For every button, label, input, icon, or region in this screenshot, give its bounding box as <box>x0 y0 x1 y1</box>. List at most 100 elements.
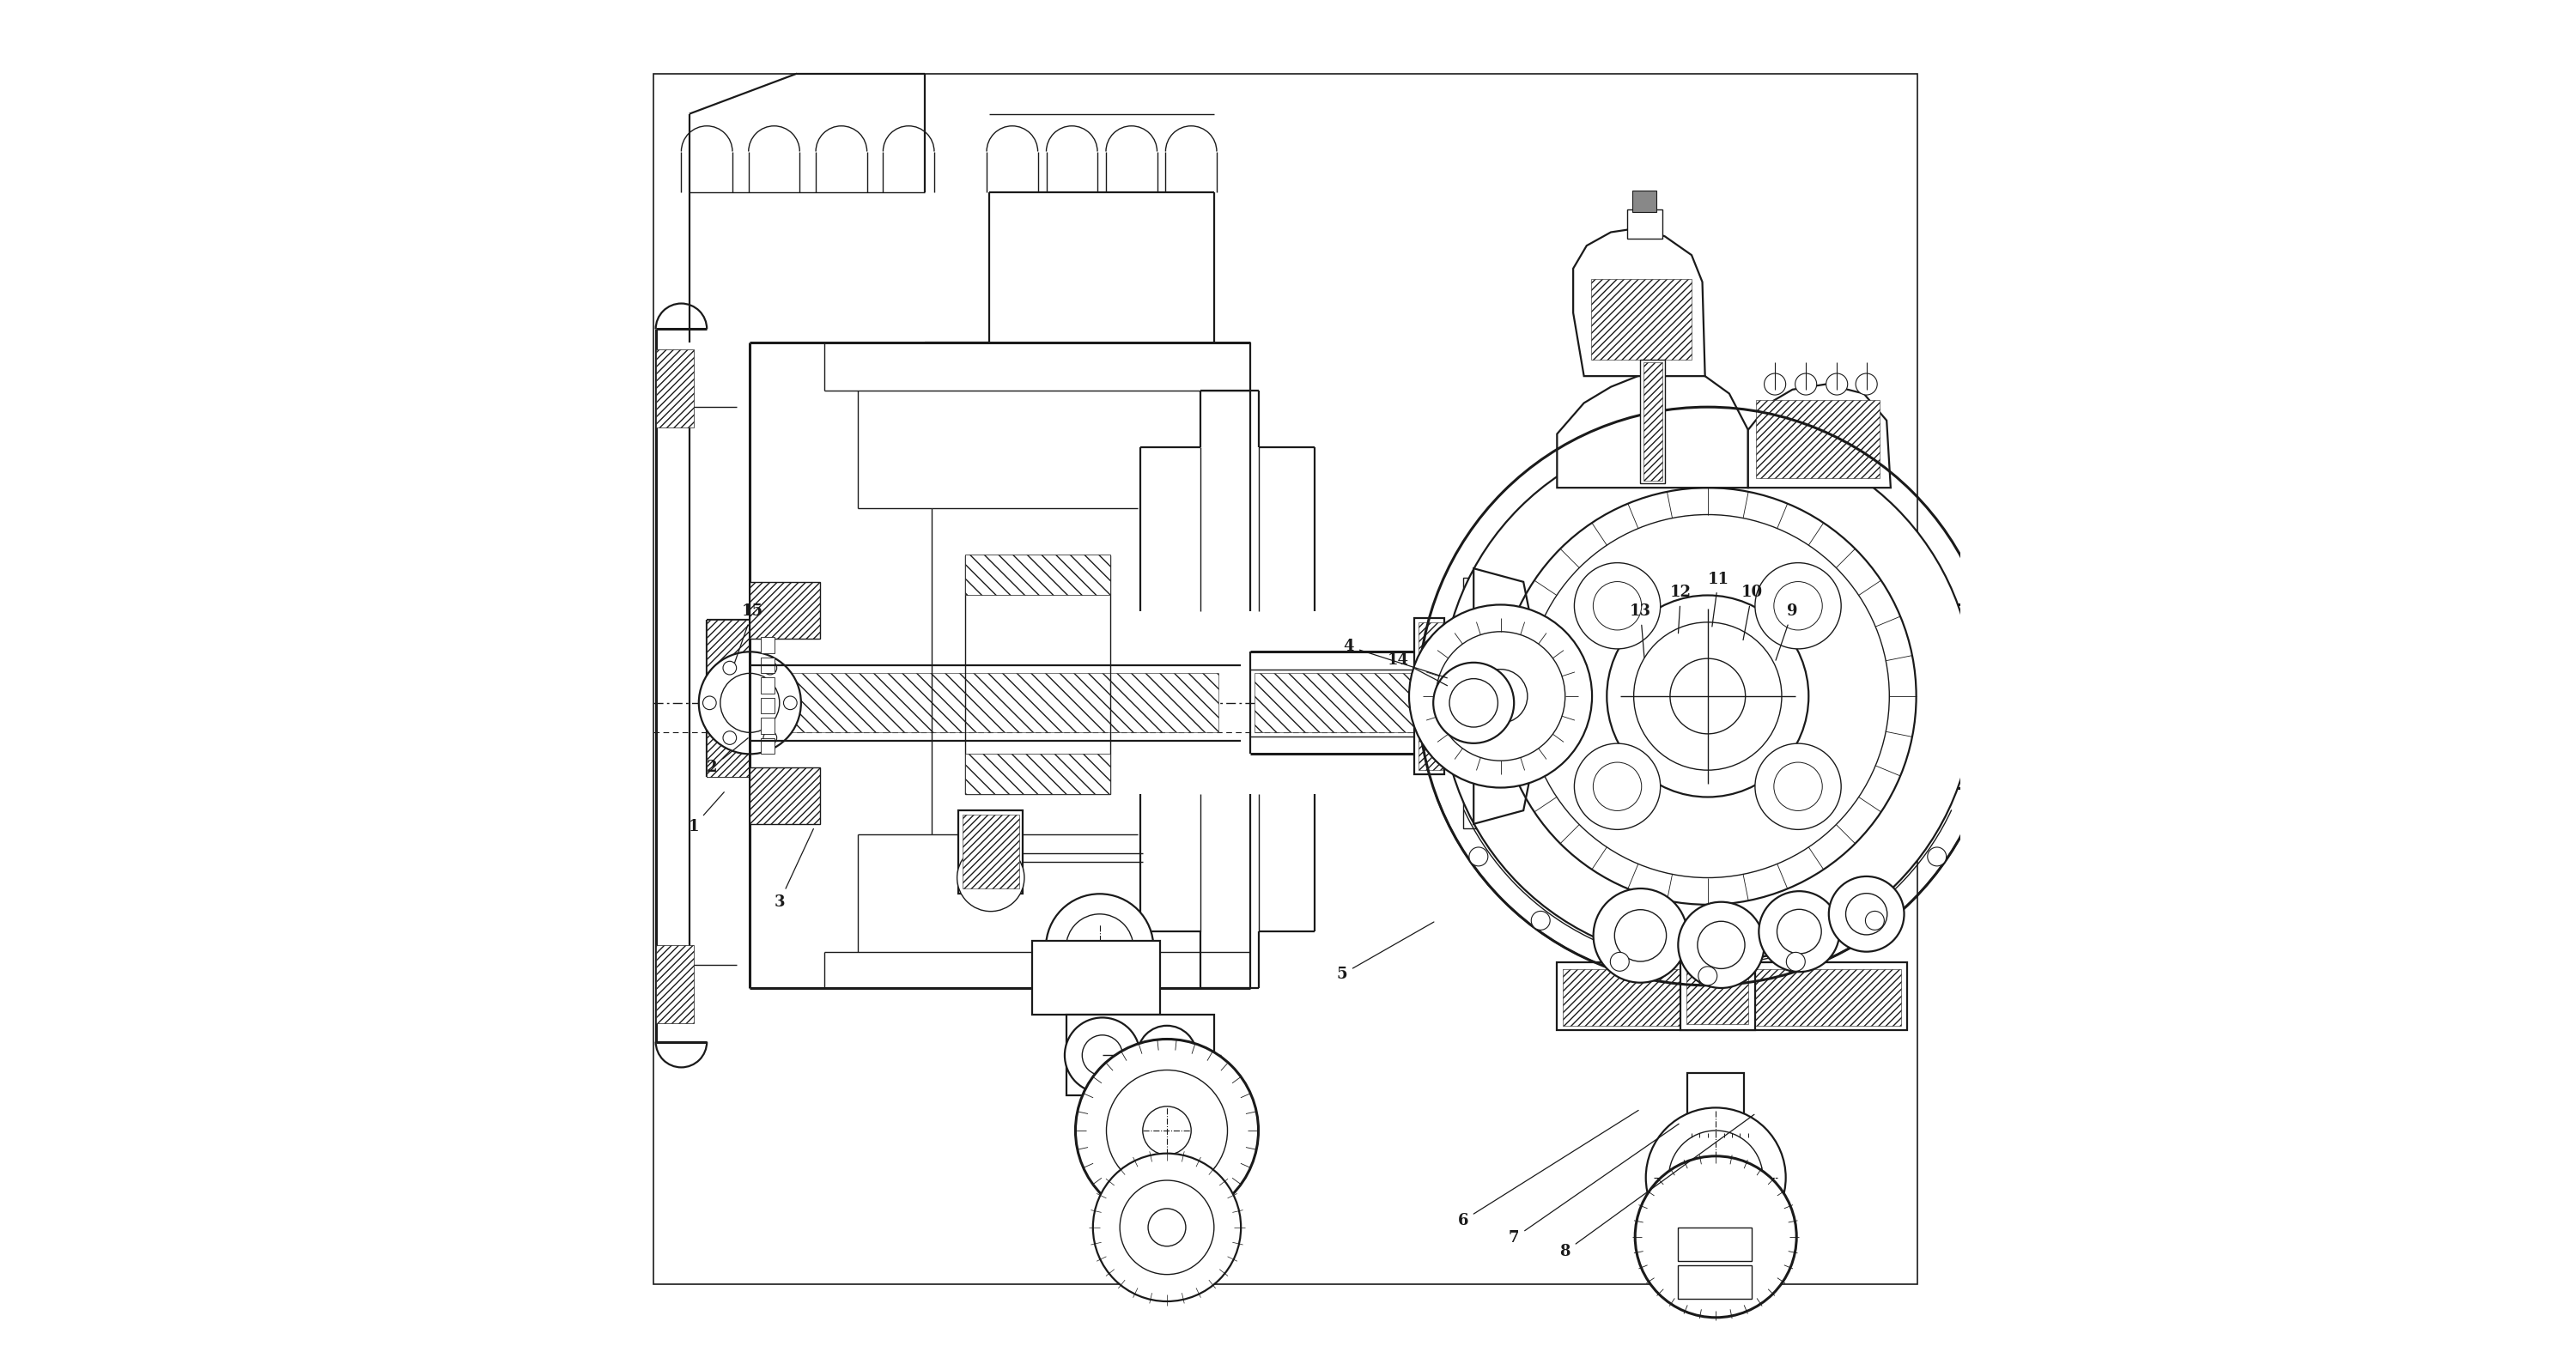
Polygon shape <box>1574 228 1705 376</box>
Bar <box>1033 941 1159 1015</box>
Circle shape <box>724 731 737 745</box>
Bar <box>760 698 775 714</box>
Circle shape <box>1066 914 1133 982</box>
Circle shape <box>1847 894 1888 934</box>
Bar <box>654 73 1917 1284</box>
Bar <box>1463 754 1484 827</box>
Circle shape <box>1765 373 1785 395</box>
Text: 5: 5 <box>1337 922 1435 983</box>
Bar <box>1687 1072 1744 1133</box>
Bar <box>1476 635 1515 757</box>
Bar <box>1419 622 1443 771</box>
Bar <box>657 349 693 427</box>
Text: 14: 14 <box>1388 652 1448 685</box>
Circle shape <box>1826 373 1847 395</box>
Circle shape <box>1698 967 1718 986</box>
Text: 8: 8 <box>1558 1114 1754 1259</box>
Bar <box>966 554 1110 795</box>
Circle shape <box>1754 562 1842 649</box>
Bar <box>1633 191 1656 212</box>
Circle shape <box>1636 1156 1795 1317</box>
Polygon shape <box>1473 568 1546 823</box>
Circle shape <box>1592 763 1641 811</box>
Circle shape <box>703 696 716 710</box>
Bar <box>760 718 775 734</box>
Circle shape <box>1865 911 1883 930</box>
Text: 6: 6 <box>1458 1110 1638 1229</box>
Circle shape <box>1450 679 1497 727</box>
Circle shape <box>1139 1026 1195 1084</box>
Text: 7: 7 <box>1510 1124 1680 1247</box>
Text: 15: 15 <box>734 604 762 662</box>
Polygon shape <box>1749 384 1891 488</box>
Circle shape <box>1700 1161 1731 1194</box>
Bar <box>1589 280 1692 360</box>
Bar <box>750 768 819 823</box>
Circle shape <box>1646 1107 1785 1248</box>
Bar <box>1680 922 1754 1030</box>
Circle shape <box>1144 1106 1190 1155</box>
Polygon shape <box>1556 963 1906 1030</box>
Circle shape <box>1595 888 1687 983</box>
Bar <box>1255 673 1468 733</box>
Circle shape <box>1530 911 1551 930</box>
Circle shape <box>1574 562 1662 649</box>
Circle shape <box>1615 910 1667 961</box>
Bar <box>657 945 693 1023</box>
Circle shape <box>958 844 1025 911</box>
Circle shape <box>1829 876 1904 952</box>
Bar <box>788 673 1218 733</box>
Bar <box>1641 360 1664 484</box>
Circle shape <box>1775 581 1821 630</box>
Bar <box>1677 1265 1752 1299</box>
Circle shape <box>1669 658 1747 734</box>
Text: 12: 12 <box>1669 585 1692 633</box>
Circle shape <box>698 652 801 754</box>
Text: 9: 9 <box>1775 604 1798 660</box>
Bar <box>706 619 750 777</box>
Circle shape <box>1855 373 1878 395</box>
Circle shape <box>1473 669 1528 723</box>
Bar <box>1677 1228 1752 1261</box>
Bar <box>760 677 775 694</box>
Polygon shape <box>1463 652 1492 754</box>
Bar <box>1564 969 1901 1026</box>
Circle shape <box>1092 1153 1242 1302</box>
Bar <box>760 738 775 754</box>
Circle shape <box>762 661 778 675</box>
Bar <box>966 554 1110 595</box>
Circle shape <box>721 673 781 733</box>
Circle shape <box>762 731 778 745</box>
Bar <box>760 657 775 673</box>
Text: 10: 10 <box>1741 585 1762 639</box>
Text: 1: 1 <box>688 792 724 834</box>
Circle shape <box>783 696 796 710</box>
Text: 4: 4 <box>1342 638 1448 677</box>
Circle shape <box>1759 891 1839 972</box>
Text: 11: 11 <box>1708 572 1728 626</box>
Polygon shape <box>1556 370 1749 488</box>
Bar <box>1687 925 1749 1025</box>
Circle shape <box>1108 1069 1226 1191</box>
Circle shape <box>1121 1180 1213 1275</box>
Bar <box>966 754 1110 795</box>
Circle shape <box>1775 763 1821 811</box>
Circle shape <box>1785 952 1806 971</box>
Bar <box>963 814 1020 888</box>
Bar <box>1973 622 1999 771</box>
Circle shape <box>1607 595 1808 798</box>
Circle shape <box>1795 373 1816 395</box>
Circle shape <box>1574 744 1662 830</box>
Circle shape <box>1074 1040 1260 1222</box>
Bar <box>1463 577 1484 652</box>
Circle shape <box>724 661 737 675</box>
Circle shape <box>1046 894 1154 1002</box>
Circle shape <box>1698 921 1744 968</box>
Circle shape <box>1633 622 1783 771</box>
Bar <box>1066 1015 1213 1095</box>
Bar <box>1414 618 1445 775</box>
Circle shape <box>1468 848 1489 867</box>
Bar <box>1976 653 2190 740</box>
Bar <box>1757 400 1880 479</box>
Circle shape <box>1082 1036 1123 1075</box>
